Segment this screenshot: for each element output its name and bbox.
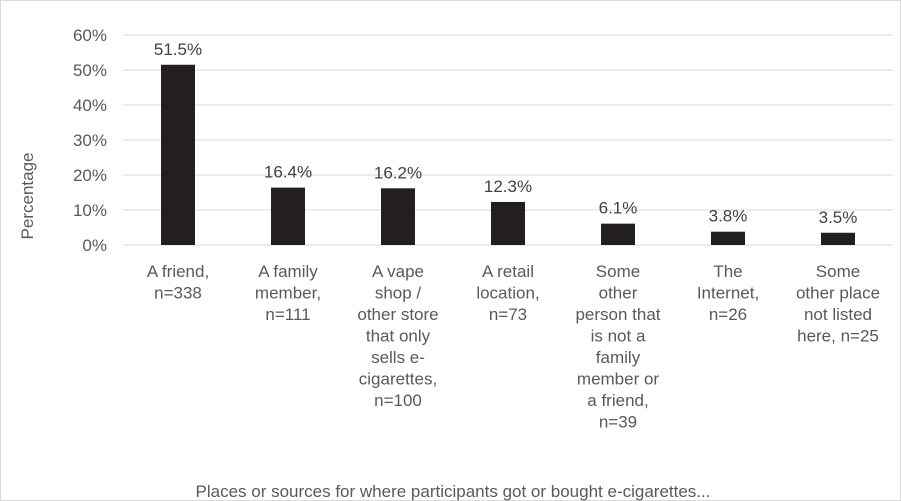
data-label: 12.3% xyxy=(484,177,532,196)
y-tick-label: 40% xyxy=(73,96,107,115)
data-labels: 51.5% 16.4% 16.2% 12.3% 6.1% 3.8% 3.5% xyxy=(154,40,857,227)
x-axis-title: Places or sources for where participants… xyxy=(196,482,711,501)
bar xyxy=(271,187,305,245)
x-category-label: Some other place not listed here, n=25 xyxy=(796,262,880,346)
bar xyxy=(491,201,525,245)
y-tick-label: 0% xyxy=(82,236,107,255)
bar xyxy=(711,231,745,245)
bar xyxy=(381,188,415,245)
x-category-label: A friend, n=338 xyxy=(147,262,209,303)
y-axis-title: Percentage xyxy=(18,153,37,240)
y-tick-label: 30% xyxy=(73,131,107,150)
x-category-label: Some other person that is not a family member… xyxy=(575,262,660,432)
y-tick-label: 60% xyxy=(73,26,107,45)
bars xyxy=(161,64,855,245)
data-label: 3.8% xyxy=(709,207,748,226)
data-label: 6.1% xyxy=(599,199,638,218)
x-category-label: The Internet, n=26 xyxy=(697,262,759,324)
y-tick-label: 10% xyxy=(73,201,107,220)
bar xyxy=(821,232,855,245)
gridlines xyxy=(123,34,893,246)
data-label: 16.2% xyxy=(374,163,422,182)
data-label: 3.5% xyxy=(819,208,858,227)
x-category-label: A vape shop / other store that only sells e-… xyxy=(357,262,438,410)
y-tick-label: 20% xyxy=(73,166,107,185)
y-axis-ticks: 0% 10% 20% 30% 40% 50% 60% xyxy=(73,26,107,255)
bar xyxy=(161,64,195,245)
data-label: 51.5% xyxy=(154,40,202,59)
bar xyxy=(601,223,635,245)
y-tick-label: 50% xyxy=(73,61,107,80)
x-axis-categories: A friend, n=338 A family member, n=111 A vape… xyxy=(147,262,880,432)
x-category-label: A retail location, n=73 xyxy=(476,262,539,324)
x-category-label: A family member, n=111 xyxy=(255,262,321,324)
data-label: 16.4% xyxy=(264,163,312,182)
